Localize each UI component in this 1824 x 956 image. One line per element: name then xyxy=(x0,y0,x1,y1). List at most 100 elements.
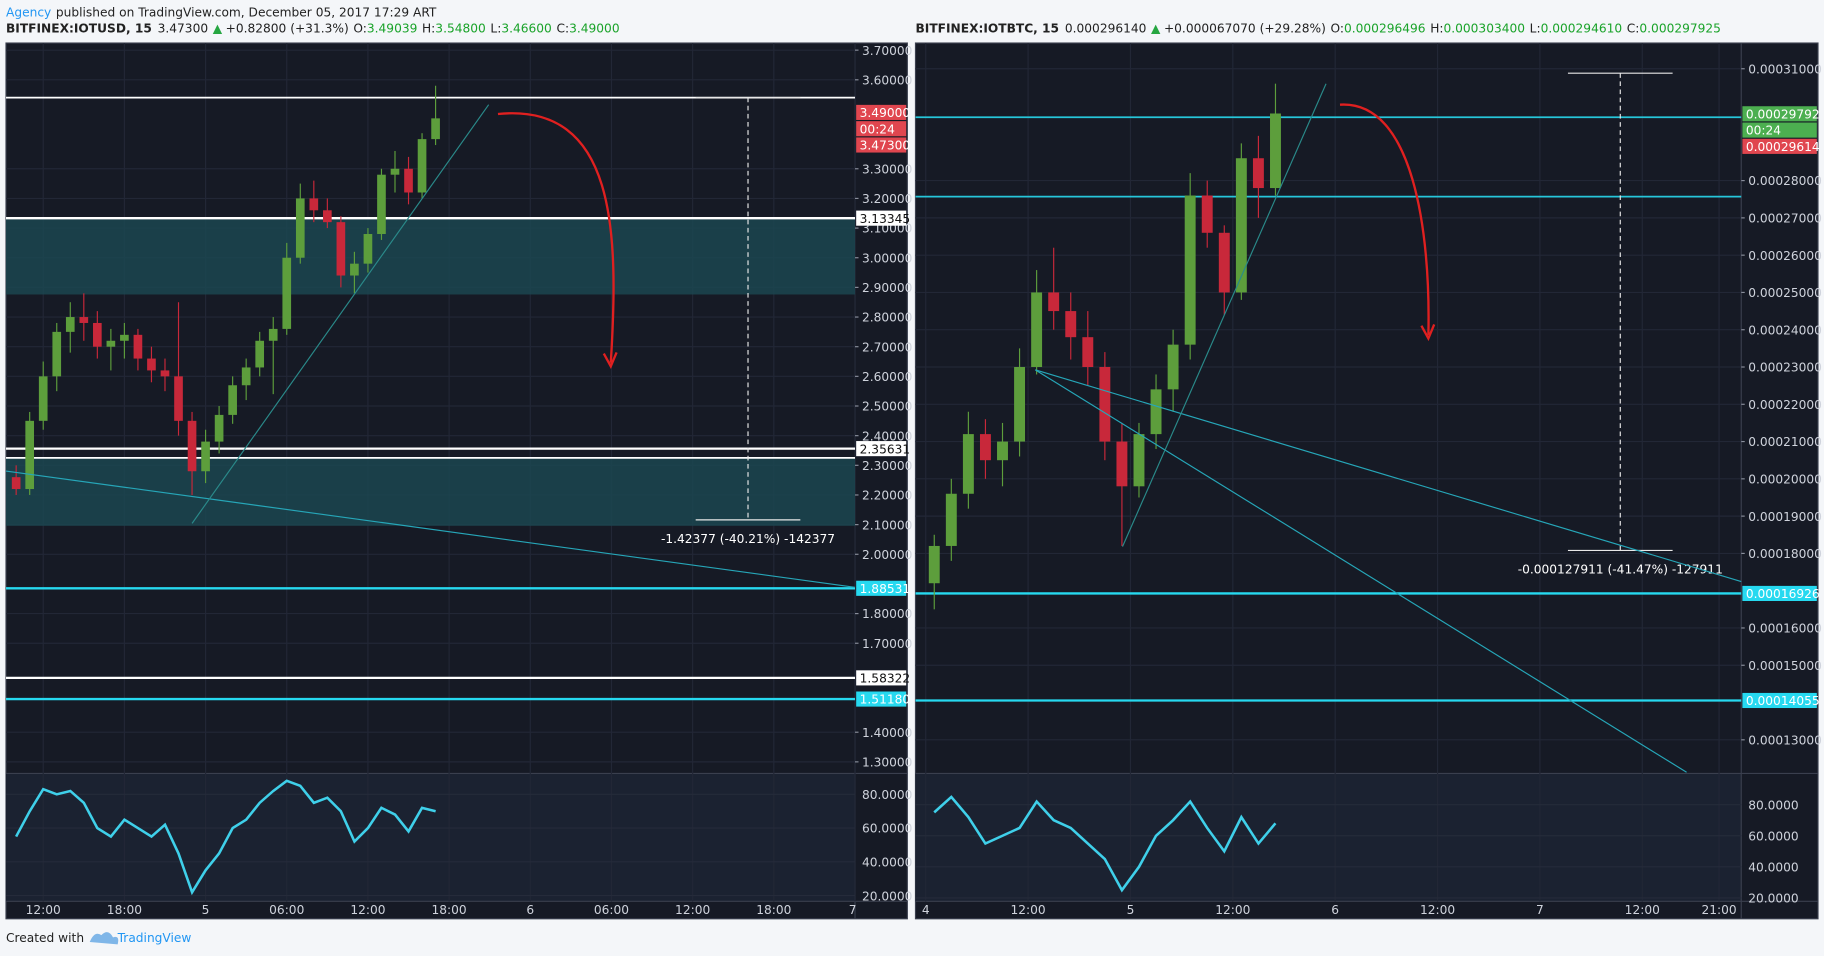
candle-body xyxy=(350,263,359,276)
candle-body xyxy=(1065,311,1077,338)
y-tick-label: 0.00027000 xyxy=(1748,212,1822,226)
y-tick-label: 2.90000 xyxy=(862,281,912,295)
y-tick-label: 0.00025000 xyxy=(1748,286,1822,300)
chart-panel: BITFINEX:IOTUSD, 15 3.47300 ▲ +0.82800 (+31… xyxy=(5,22,912,920)
trendline xyxy=(191,104,490,524)
candle-body xyxy=(431,118,440,140)
candle-body xyxy=(1099,367,1111,442)
y-tick-label: 2.30000 xyxy=(862,459,912,473)
rsi-line xyxy=(933,795,1277,893)
price-badge xyxy=(1742,692,1817,709)
ohlc-value: 0.000303400 xyxy=(1443,22,1525,36)
x-tick-label: 7 xyxy=(849,903,857,917)
logo xyxy=(89,932,119,945)
ohlc-label: O: xyxy=(1331,22,1345,36)
price-badge-label: 0.00029614 xyxy=(1746,140,1820,154)
ohlc-value: 3.46600 xyxy=(501,22,551,36)
x-tick-label: 12:00 xyxy=(1625,903,1660,917)
ohlc-value: 3.54800 xyxy=(435,22,485,36)
x-tick-label: 6 xyxy=(1331,903,1339,917)
publish-info: published on TradingView.com, December 0… xyxy=(56,5,437,19)
price-badge-label: 00:24 xyxy=(860,122,895,136)
price-badge xyxy=(1742,122,1817,138)
x-tick-label: 06:00 xyxy=(269,903,304,917)
trendline xyxy=(1035,369,1742,583)
price-badge-label: 0.00016926 xyxy=(1746,587,1820,601)
candle-body xyxy=(962,434,974,494)
y-tick-label: 0.00031000 xyxy=(1748,62,1822,76)
candle-body xyxy=(309,198,319,211)
candle-body xyxy=(120,334,129,341)
candle-body xyxy=(997,441,1008,461)
candle-body xyxy=(1167,344,1179,390)
ohlc-label: O: xyxy=(353,22,367,36)
last-price: 0.000296140 xyxy=(1065,22,1147,36)
y-tick-label: 3.20000 xyxy=(862,192,912,206)
price-badge-label: 1.88531 xyxy=(860,582,910,596)
measure-label: -0.000127911 (-41.47%) -127911 xyxy=(1518,563,1723,577)
candle-body xyxy=(979,434,991,461)
y-tick-label: 2.80000 xyxy=(862,311,912,325)
rsi-tick-label: 20.0000 xyxy=(862,889,912,903)
ohlc-value: 3.49000 xyxy=(569,22,619,36)
candle-body xyxy=(377,174,386,235)
candle-body xyxy=(52,331,62,377)
ohlc-label: L: xyxy=(490,22,501,36)
ohlc-label: C: xyxy=(556,22,569,36)
symbol: BITFINEX:IOTUSD, 15 xyxy=(6,22,152,36)
ohlc-label: L: xyxy=(1530,22,1541,36)
ohlc-label: C: xyxy=(1627,22,1640,36)
last-price: 3.47300 xyxy=(158,22,208,36)
candle-body xyxy=(93,322,102,347)
candle-body xyxy=(160,370,170,377)
rsi-tick-label: 80.0000 xyxy=(1748,798,1798,812)
candle-body xyxy=(201,441,210,472)
candle-body xyxy=(106,340,116,347)
rsi-tick-label: 40.0000 xyxy=(1748,860,1798,874)
candle-body xyxy=(336,222,346,276)
change-arrow: ▲ xyxy=(213,22,223,36)
candle-body xyxy=(268,328,278,341)
price-badge-label: 1.58322 xyxy=(860,672,910,686)
price-badge-label: 1.51180 xyxy=(860,693,910,707)
ohlc-value: 0.000294610 xyxy=(1541,22,1623,36)
candle-body xyxy=(133,334,143,359)
price-badge xyxy=(856,580,907,596)
candle-body xyxy=(11,477,21,490)
trendline xyxy=(1034,369,1687,773)
x-tick-label: 12:00 xyxy=(1420,903,1455,917)
symbol-header: BITFINEX:IOTUSD, 15 3.47300 ▲ +0.82800 (+31… xyxy=(6,22,620,36)
x-tick-label: 18:00 xyxy=(107,903,142,917)
price-badge xyxy=(1742,106,1817,122)
price-badge-label: 0.00014055 xyxy=(1746,694,1820,708)
ohlc-label: H: xyxy=(422,22,435,36)
ohlc-value: 0.000297925 xyxy=(1639,22,1721,36)
candle-body xyxy=(1201,195,1213,233)
author-link[interactable]: Agency xyxy=(6,5,51,19)
y-tick-label: 0.00019000 xyxy=(1748,510,1822,524)
price-badge-label: 00:24 xyxy=(1746,124,1781,138)
rsi-line xyxy=(15,779,436,896)
footer: Created with TradingView xyxy=(6,931,191,945)
chart-panel: BITFINEX:IOTBTC, 15 0.000296140 ▲ +0.000067… xyxy=(914,22,1822,920)
y-tick-label: 0.00023000 xyxy=(1748,361,1822,375)
y-tick-label: 0.00016000 xyxy=(1748,622,1822,636)
footer-brand[interactable]: TradingView xyxy=(117,931,192,945)
candle-body xyxy=(295,198,305,258)
y-tick-label: 1.30000 xyxy=(862,756,912,770)
y-tick-label: 0.00021000 xyxy=(1748,435,1822,449)
y-tick-label: 1.80000 xyxy=(862,607,912,621)
y-tick-label: 2.40000 xyxy=(862,429,912,443)
y-tick-label: 2.60000 xyxy=(862,370,912,384)
y-tick-label: 3.30000 xyxy=(862,162,912,176)
candle-body xyxy=(38,376,48,421)
x-tick-label: 4 xyxy=(922,903,930,917)
change-arrow: ▲ xyxy=(1151,22,1161,36)
price-badge xyxy=(856,210,907,226)
candle-body xyxy=(214,414,224,442)
y-tick-label: 2.70000 xyxy=(862,340,912,354)
candle-body xyxy=(79,317,89,323)
x-tick-label: 18:00 xyxy=(432,903,467,917)
arrow xyxy=(497,112,615,363)
